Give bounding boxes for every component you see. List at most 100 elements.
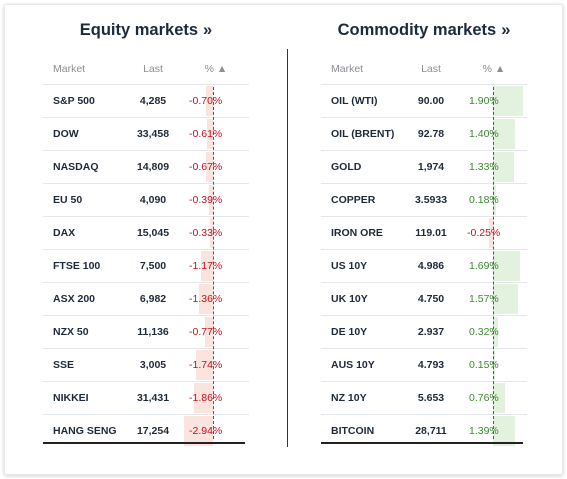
commodity-header-pct-sort[interactable]: % ▲: [482, 62, 506, 75]
pct-change-cell: -0.33%: [183, 217, 249, 249]
commodity-markets-more-icon: »: [501, 21, 511, 39]
commodity-table-header: Market Last % ▲: [321, 53, 527, 84]
pct-change-bar: [489, 218, 493, 248]
pct-change-value: 0.76%: [469, 392, 499, 404]
equity-header-market: Market: [53, 62, 86, 75]
equity-markets-title-link[interactable]: Equity markets»: [43, 5, 249, 53]
pct-change-bar: [493, 152, 515, 182]
market-name-link[interactable]: UK 10Y: [331, 293, 368, 305]
equity-header-pct-sort[interactable]: % ▲: [204, 62, 228, 75]
pct-change-bar: [493, 284, 519, 314]
last-price: 14,809: [136, 161, 170, 173]
market-name-link[interactable]: IRON ORE: [331, 227, 383, 239]
market-name-link[interactable]: NZ 10Y: [331, 392, 367, 404]
market-name-link[interactable]: US 10Y: [331, 260, 368, 272]
pct-change-value: -0.61%: [189, 128, 223, 140]
pct-change-bar: [206, 119, 213, 149]
pct-change-value: 1.33%: [469, 161, 499, 173]
market-name-link[interactable]: BITCOIN: [331, 425, 375, 437]
market-name-link[interactable]: NZX 50: [53, 326, 89, 338]
market-name-link[interactable]: OIL (BRENT): [331, 128, 395, 140]
pct-change-cell: 0.18%: [461, 184, 527, 216]
pct-change-value: -0.33%: [189, 227, 223, 239]
pct-change-bar: [493, 317, 499, 347]
pct-change-bar: [209, 185, 213, 215]
market-name-link[interactable]: FTSE 100: [53, 260, 101, 272]
table-row: NZX 50 11,136 -0.77%: [43, 315, 249, 348]
pct-change-bar: [493, 383, 506, 413]
market-name-link[interactable]: DAX: [53, 227, 76, 239]
table-row: FTSE 100 7,500 -1.17%: [43, 249, 249, 282]
commodity-header-last: Last: [421, 62, 441, 75]
markets-widget: Equity markets» Market Last % ▲ S&P 500 4…: [4, 4, 563, 475]
market-name-link[interactable]: HANG SENG: [53, 425, 117, 437]
panel-divider: [287, 49, 288, 447]
pct-change-cell: -1.86%: [183, 382, 249, 414]
pct-change-cell: 1.57%: [461, 283, 527, 315]
market-name-link[interactable]: OIL (WTI): [331, 95, 378, 107]
market-name-link[interactable]: EU 50: [53, 194, 83, 206]
market-name-link[interactable]: DE 10Y: [331, 326, 368, 338]
pct-change-bar: [209, 218, 213, 248]
equity-table-body: S&P 500 4,285 -0.70% DOW 33,458 -0.61% NASDAQ 1…: [43, 84, 249, 447]
pct-change-value: -0.25%: [467, 227, 501, 239]
table-row: NZ 10Y 5.653 0.76%: [321, 381, 527, 414]
pct-change-value: 1.69%: [469, 260, 499, 272]
pct-change-cell: 1.33%: [461, 151, 527, 183]
last-price: 11,136: [137, 326, 169, 338]
market-name-link[interactable]: S&P 500: [53, 95, 95, 107]
pct-change-bar: [493, 119, 516, 149]
pct-change-cell: 0.32%: [461, 316, 527, 348]
equity-markets-more-icon: »: [203, 21, 213, 39]
pct-change-value: -1.74%: [189, 359, 223, 371]
last-price: 3,005: [139, 359, 167, 371]
pct-change-cell: -0.61%: [183, 118, 249, 150]
table-row: BITCOIN 28,711 1.39%: [321, 414, 527, 447]
pct-change-bar: [493, 251, 521, 281]
market-name-link[interactable]: AUS 10Y: [331, 359, 375, 371]
table-row: AUS 10Y 4.793 0.15%: [321, 348, 527, 381]
pct-change-cell: -1.17%: [183, 250, 249, 282]
table-row: UK 10Y 4.750 1.57%: [321, 282, 527, 315]
commodity-markets-title-link[interactable]: Commodity markets»: [321, 5, 527, 53]
table-row: NASDAQ 14,809 -0.67%: [43, 150, 249, 183]
pct-change-cell: -0.25%: [461, 217, 527, 249]
pct-change-value: 1.57%: [469, 293, 499, 305]
pct-change-value: 1.90%: [469, 95, 499, 107]
pct-change-bar: [493, 185, 496, 215]
pct-change-value: -0.39%: [189, 194, 223, 206]
market-name-link[interactable]: COPPER: [331, 194, 376, 206]
pct-change-value: 1.39%: [469, 425, 499, 437]
pct-change-cell: 1.69%: [461, 250, 527, 282]
pct-change-value: 0.15%: [469, 359, 499, 371]
last-price: 28,711: [415, 425, 447, 437]
pct-change-value: -1.36%: [189, 293, 223, 305]
pct-change-cell: -0.67%: [183, 151, 249, 183]
pct-change-cell: -0.39%: [183, 184, 249, 216]
pct-change-bar: [194, 383, 213, 413]
last-price: 2.937: [417, 326, 445, 338]
market-name-link[interactable]: DOW: [53, 128, 79, 140]
pct-change-bar: [493, 86, 524, 116]
last-price: 119.01: [415, 227, 447, 239]
commodity-zero-line: [493, 87, 494, 439]
table-row: IRON ORE 119.01 -0.25%: [321, 216, 527, 249]
equity-markets-title: Equity markets: [79, 21, 199, 39]
market-name-link[interactable]: GOLD: [331, 161, 362, 173]
market-name-link[interactable]: ASX 200: [53, 293, 96, 305]
market-name-link[interactable]: NASDAQ: [53, 161, 99, 173]
commodity-markets-title: Commodity markets: [337, 21, 497, 39]
market-name-link[interactable]: NIKKEI: [53, 392, 89, 404]
market-name-link[interactable]: SSE: [53, 359, 75, 371]
last-price: 1,974: [417, 161, 445, 173]
pct-change-bar: [206, 152, 213, 182]
table-row: SSE 3,005 -1.74%: [43, 348, 249, 381]
last-price: 92.78: [417, 128, 445, 140]
last-price: 7,500: [139, 260, 167, 272]
table-row: OIL (BRENT) 92.78 1.40%: [321, 117, 527, 150]
pct-change-bar: [195, 350, 213, 380]
pct-change-cell: -1.36%: [183, 283, 249, 315]
equity-zero-line: [213, 87, 214, 439]
last-price: 4.750: [417, 293, 445, 305]
table-row: NIKKEI 31,431 -1.86%: [43, 381, 249, 414]
